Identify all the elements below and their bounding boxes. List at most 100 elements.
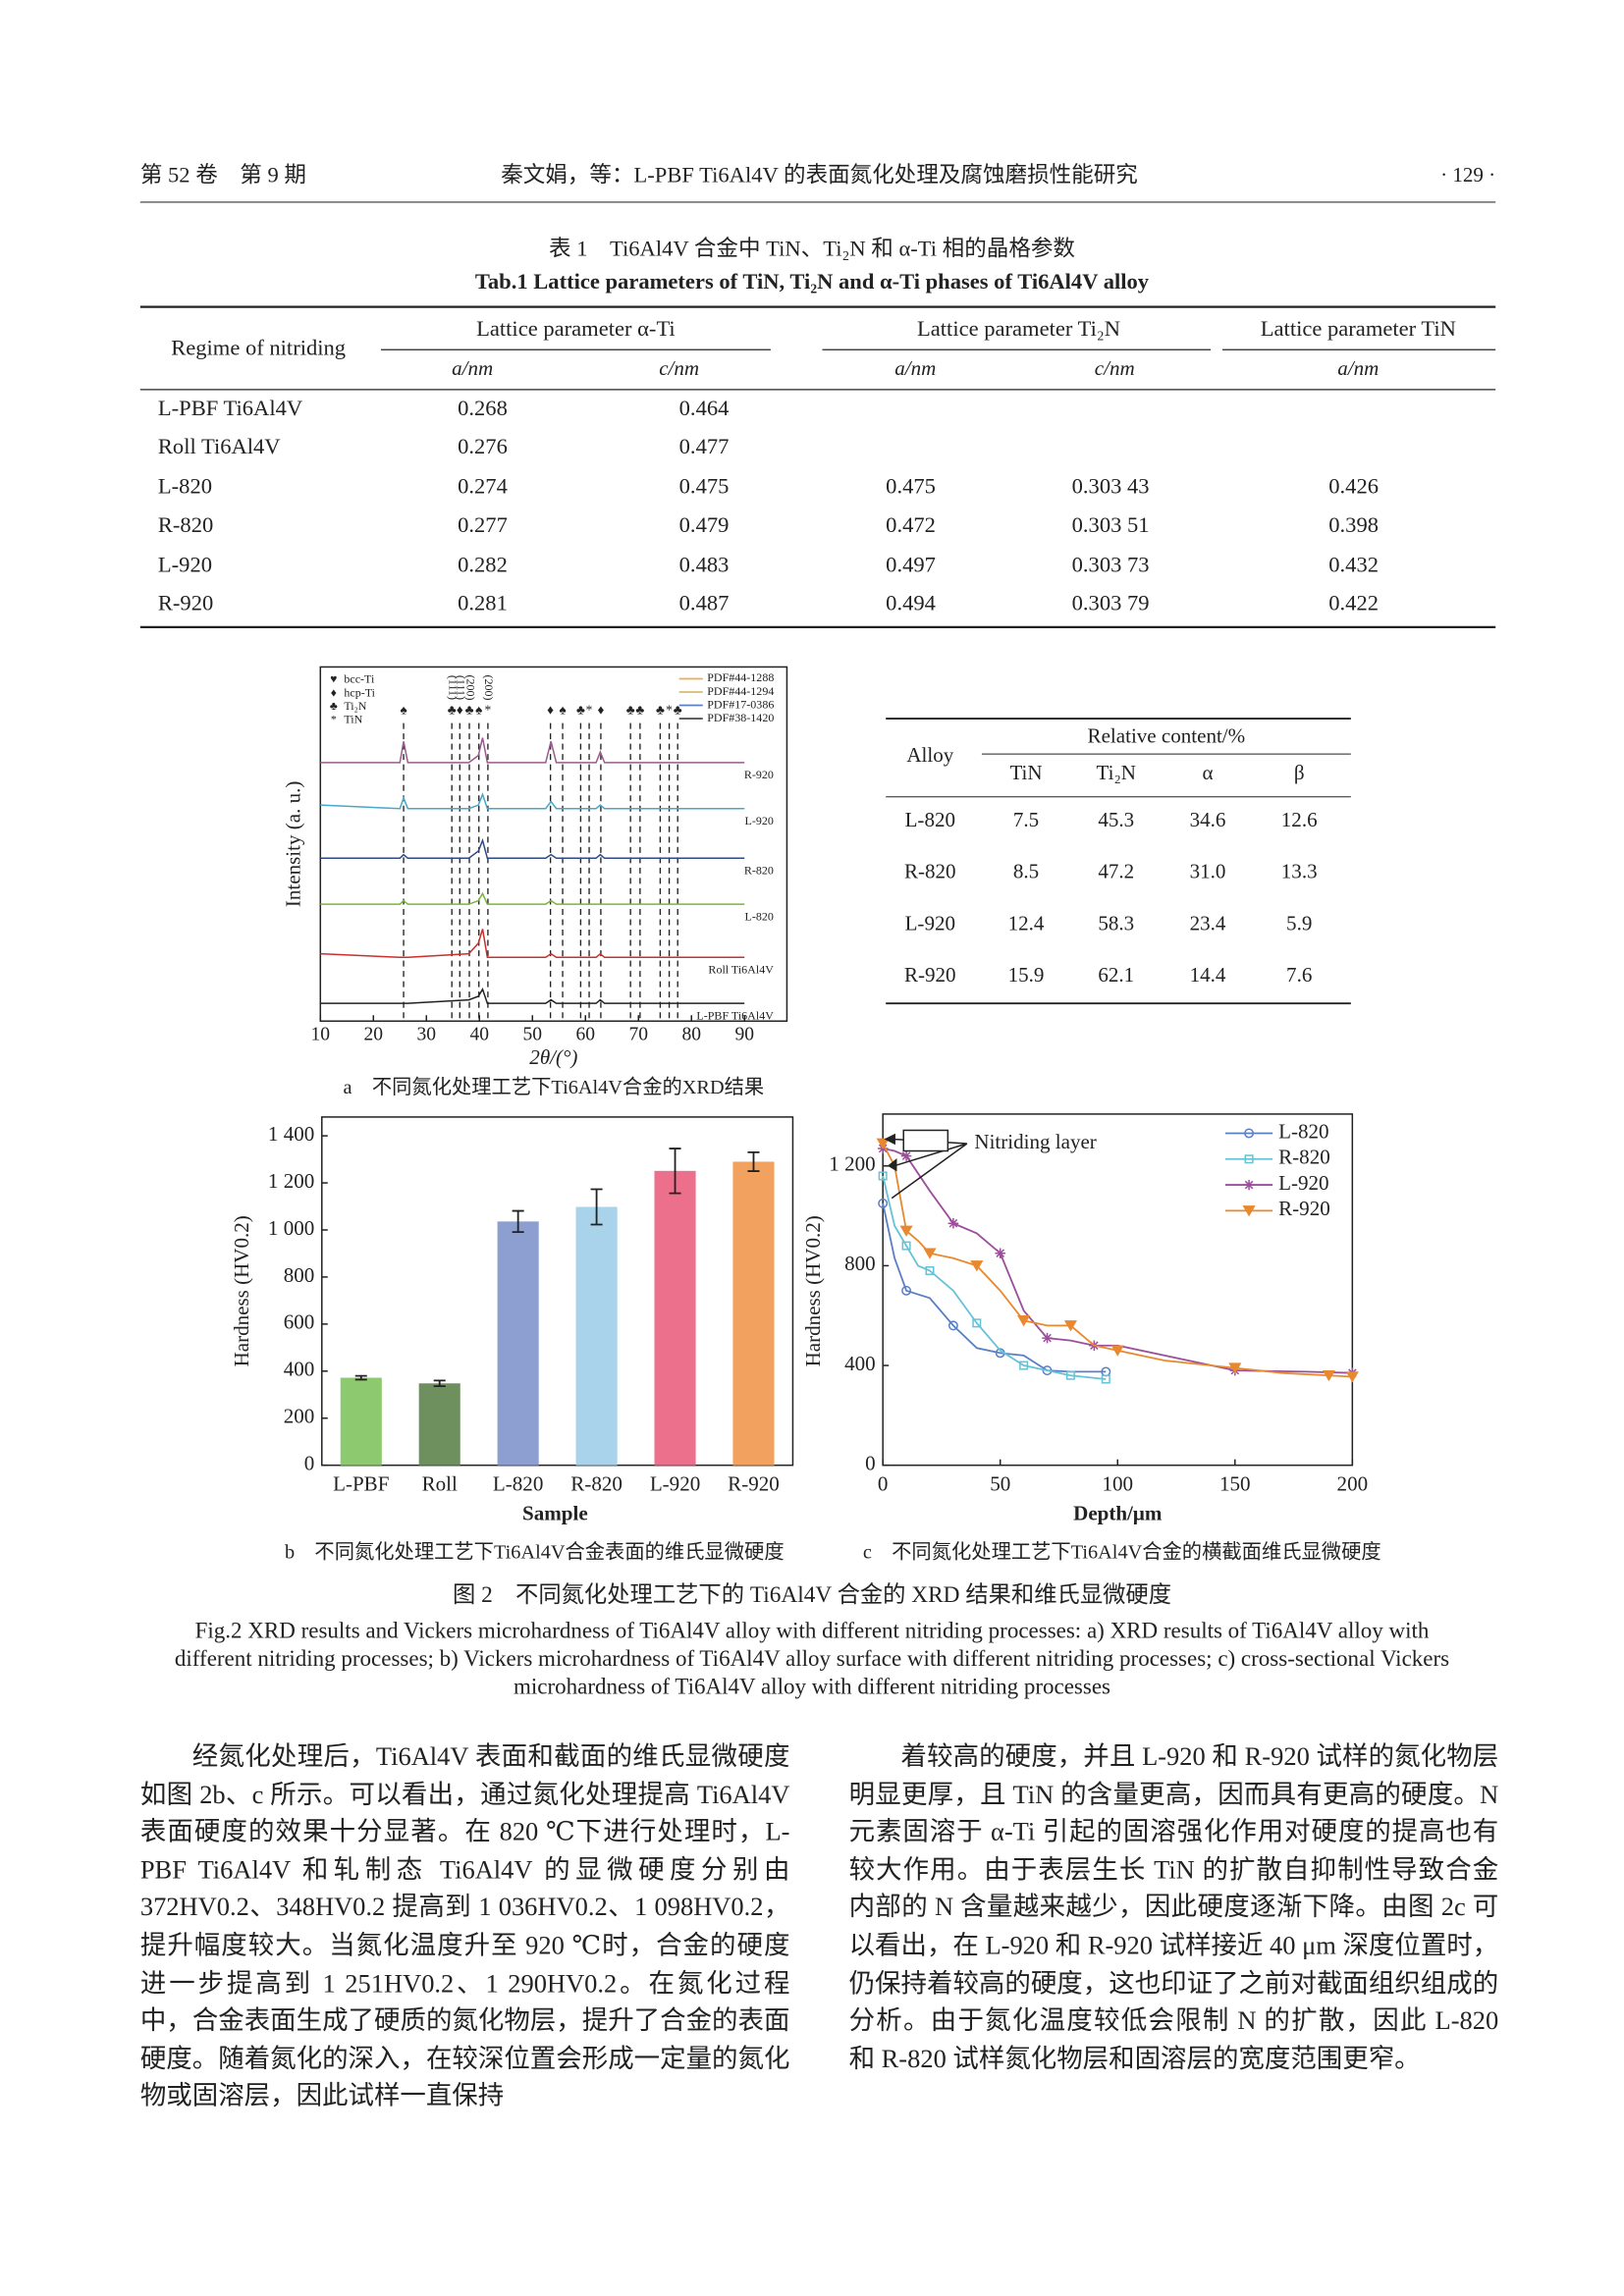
table-cell: 15.9: [1008, 963, 1045, 987]
marker: [1101, 1374, 1110, 1384]
table-cell: 7.6: [1286, 963, 1312, 987]
marker: [1242, 1205, 1256, 1217]
legend-label: Ti₂N: [344, 699, 366, 713]
bar: [732, 1161, 775, 1466]
series-label: L-PBF Ti6Al4V: [696, 1008, 774, 1022]
xrd-pattern: [320, 929, 745, 959]
plot-frame: [882, 1113, 1354, 1467]
y-tick-label: 400: [844, 1352, 876, 1375]
bar: [340, 1377, 382, 1466]
marker: [1322, 1369, 1335, 1382]
x-tick-label: 70: [628, 1025, 648, 1045]
table-subheader: c/nm: [1095, 356, 1135, 380]
error-bar: [590, 1188, 603, 1226]
table-cell: 0.497: [886, 552, 936, 576]
y-tick-label: 1 200: [268, 1169, 314, 1193]
marker: [1244, 1128, 1255, 1139]
x-tick-label: 60: [575, 1025, 595, 1045]
annotation: Nitriding layer: [974, 1130, 1096, 1153]
header-title: 秦文娟，等：L-PBF Ti6Al4V 的表面氮化处理及腐蚀磨损性能研究: [501, 163, 1138, 187]
marker: [878, 1198, 889, 1208]
peak-symbol: *: [666, 703, 673, 718]
y-tick-label: 200: [284, 1405, 315, 1428]
table-cell: 12.6: [1281, 808, 1318, 831]
table-cell: 7.5: [1013, 808, 1039, 831]
x-tick-label: 20: [364, 1025, 384, 1045]
series-label: L-920: [745, 814, 774, 828]
table-cell: 0.426: [1328, 474, 1379, 499]
x-tick-label: R-920: [728, 1472, 780, 1496]
peak-symbol: ♣: [674, 703, 682, 718]
table-cell: 62.1: [1098, 963, 1134, 987]
series-label: L-820: [745, 909, 774, 923]
annotation-box: [902, 1129, 949, 1152]
error-bar: [354, 1374, 367, 1381]
y-axis-label: Hardness (HV0.2): [230, 1215, 253, 1366]
panel-caption: c 不同氮化处理工艺下Ti6Al4V合金的横截面维氏显微硬度: [863, 1541, 1381, 1564]
table-cell: 0.303 43: [1072, 474, 1150, 499]
line: [882, 1175, 1107, 1380]
peak-symbol: ♣: [656, 703, 665, 718]
marker: [947, 1320, 958, 1331]
y-tick-label: 1 000: [268, 1216, 314, 1240]
body-left: 经氮化处理后，Ti6Al4V 表面和截面的维氏显微硬度如图 2b、c 所示。可以…: [139, 1740, 790, 2111]
x-tick-label: 80: [681, 1025, 701, 1045]
marker: [1065, 1370, 1075, 1380]
bar: [654, 1170, 696, 1466]
header-volume: 第 52 卷 第 9 期: [140, 163, 306, 187]
plot-frame: [319, 666, 788, 1022]
x-tick-label: 90: [734, 1025, 754, 1045]
peak-symbol: ♣: [576, 703, 585, 718]
table-cell: L-820: [158, 474, 212, 499]
marker: [899, 1225, 913, 1237]
table-subheader: a/nm: [1337, 356, 1379, 380]
y-tick-label: 0: [304, 1452, 315, 1475]
table-cell: 0.479: [679, 512, 730, 537]
table-cell: R-820: [904, 860, 956, 883]
table-cell: L-920: [158, 552, 212, 576]
legend-symbol: *: [331, 712, 337, 725]
x-tick-label: 200: [1337, 1472, 1369, 1496]
marker: [970, 1260, 984, 1272]
table-header: Regime of nitriding: [171, 335, 346, 359]
panel-caption: a 不同氮化处理工艺下Ti6Al4V合金的XRD结果: [344, 1076, 765, 1098]
x-tick-label: L-920: [650, 1472, 700, 1496]
peak-symbol: ♦: [547, 703, 554, 718]
xrd-pattern: [320, 891, 745, 905]
table-cell: 23.4: [1190, 911, 1226, 934]
xrd-pattern: [320, 737, 745, 764]
bar: [418, 1383, 460, 1466]
table-cell: 13.3: [1281, 860, 1318, 883]
peak-label: (200): [482, 674, 496, 700]
table-caption: 表 1 Ti6Al4V 合金中 TiN、Ti₂N 和 α-Ti 相的晶格参数: [549, 237, 1075, 261]
x-tick-label: R-820: [570, 1472, 623, 1496]
legend-label: PDF#38-1420: [707, 711, 774, 724]
legend-label: R-920: [1278, 1197, 1330, 1220]
table-header: Lattice parameter TiN: [1261, 316, 1456, 341]
panel-caption: b 不同氮化处理工艺下Ti6Al4V合金表面的维氏显微硬度: [285, 1541, 785, 1564]
table-header: Lattice parameter α-Ti: [476, 316, 676, 341]
table-cell: 0.475: [679, 474, 730, 499]
series-label: R-920: [744, 768, 774, 781]
legend-label: PDF#17-0386: [707, 697, 774, 711]
table-cell: 34.6: [1190, 808, 1226, 831]
line: [882, 1148, 1353, 1374]
y-axis-label: Intensity (a. u.): [282, 781, 305, 907]
x-tick-label: 10: [311, 1025, 331, 1045]
table-cell: 8.5: [1013, 860, 1039, 883]
x-axis-label: Sample: [522, 1502, 588, 1525]
x-axis-label: Depth/μm: [1073, 1502, 1163, 1525]
table-cell: 0.487: [679, 590, 730, 614]
peak-symbol: ♣: [626, 703, 635, 718]
y-tick-label: 0: [865, 1452, 876, 1475]
table-cell: 0.432: [1328, 552, 1379, 576]
series-label: R-820: [744, 864, 774, 878]
table-cell: 12.4: [1008, 911, 1045, 934]
marker: [878, 1171, 888, 1181]
y-axis-label: Hardness (HV0.2): [801, 1215, 825, 1366]
marker: [947, 1217, 959, 1229]
marker: [1244, 1154, 1254, 1164]
marker: [900, 1150, 912, 1161]
legend-label: bcc-Ti: [344, 672, 375, 686]
